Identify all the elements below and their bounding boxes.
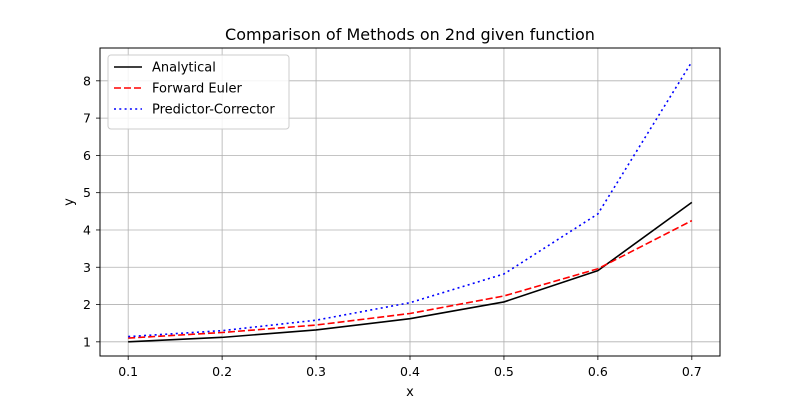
x-tick-label: 0.2 — [212, 364, 232, 379]
x-tick-label: 0.4 — [400, 364, 420, 379]
series-line-analytical — [128, 201, 693, 343]
legend-label: Predictor-Corrector — [152, 103, 275, 118]
series-line-predictor-corrector — [128, 61, 693, 338]
y-tick-label: 7 — [83, 111, 91, 126]
x-tick-label: 0.3 — [306, 364, 326, 379]
series-line-forward-euler — [128, 219, 693, 339]
axis-ticks: 0.1 0.2 0.3 0.4 0.5 0.6 0.7 1 2 3 4 5 6 7 8 — [83, 73, 702, 379]
y-tick-label: 6 — [83, 148, 91, 163]
y-tick-label: 4 — [83, 222, 91, 237]
y-tick-label: 2 — [83, 297, 91, 312]
legend: Analytical Forward Euler Predictor-Correct… — [107, 54, 290, 130]
x-tick-label: 0.6 — [588, 364, 608, 379]
series-lines — [128, 61, 693, 343]
y-axis-label: y — [62, 198, 77, 206]
y-tick-label: 8 — [83, 73, 91, 88]
legend-box — [107, 54, 290, 130]
x-tick-label: 0.5 — [494, 364, 514, 379]
grid — [100, 48, 720, 356]
y-tick-label: 5 — [83, 185, 91, 200]
x-axis-label: x — [406, 385, 414, 400]
chart-title: Comparison of Methods on 2nd given funct… — [225, 25, 595, 44]
x-tick-label: 0.7 — [682, 364, 702, 379]
legend-label: Forward Euler — [152, 82, 242, 97]
x-tick-label: 0.1 — [118, 364, 138, 379]
y-tick-label: 3 — [83, 260, 91, 275]
legend-label: Analytical — [152, 61, 216, 76]
y-tick-label: 1 — [83, 334, 91, 349]
